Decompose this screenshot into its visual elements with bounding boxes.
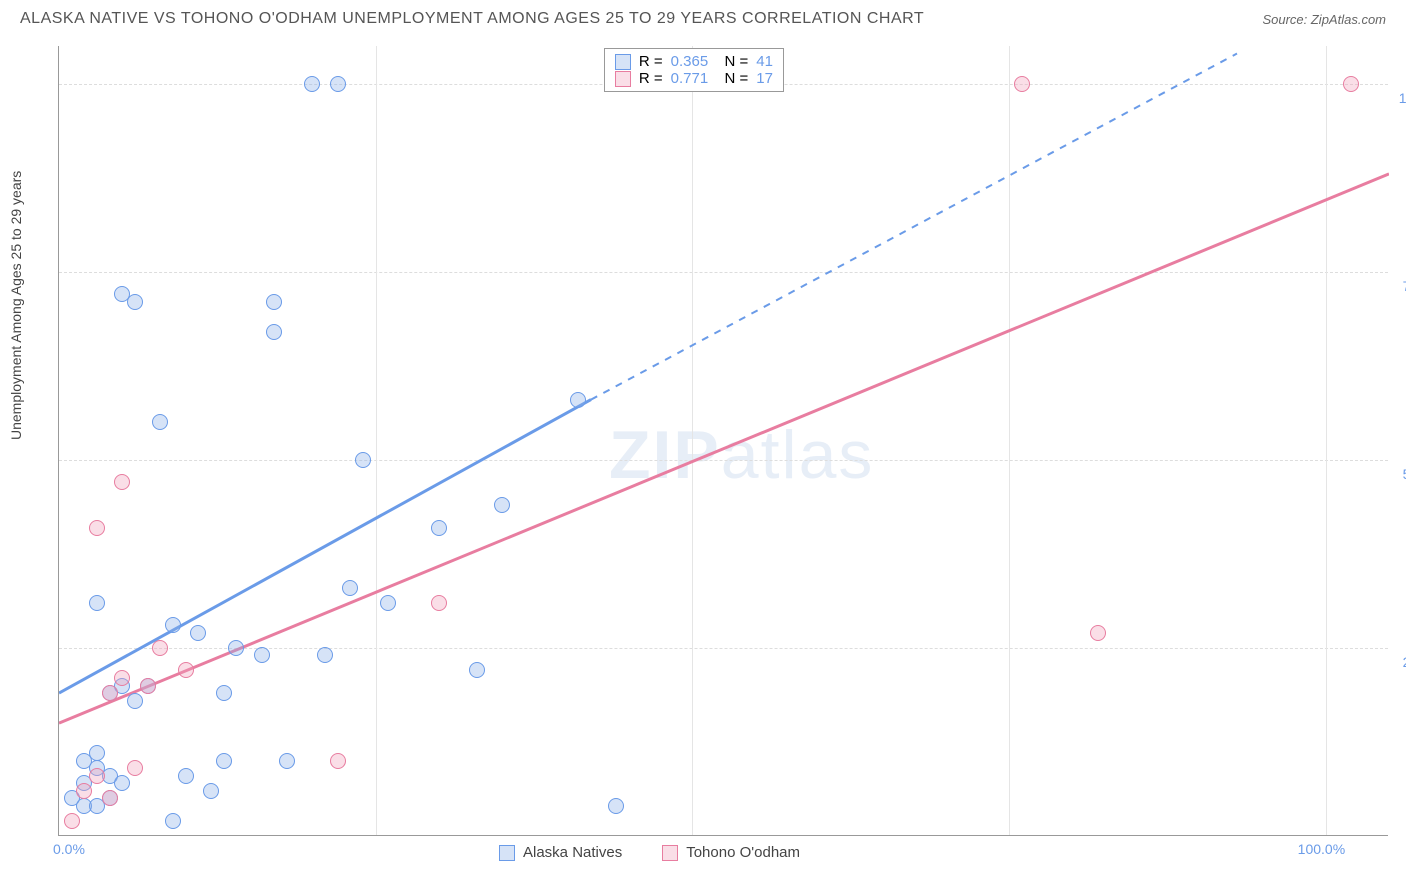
data-point <box>89 595 105 611</box>
data-point <box>494 497 510 513</box>
data-point <box>380 595 396 611</box>
grid-line-v <box>1326 46 1327 835</box>
n-value: 17 <box>756 70 773 87</box>
legend-swatch <box>615 71 631 87</box>
data-point <box>1343 76 1359 92</box>
y-axis-label: Unemployment Among Ages 25 to 29 years <box>8 171 24 440</box>
data-point <box>76 783 92 799</box>
data-point <box>203 783 219 799</box>
n-label: N = <box>716 70 748 87</box>
n-label: N = <box>716 53 748 70</box>
data-point <box>469 662 485 678</box>
chart-plot-area: ZIPatlas 25.0%50.0%75.0%100.0%0.0%100.0%… <box>58 46 1388 836</box>
grid-line-v <box>376 46 377 835</box>
data-point <box>89 768 105 784</box>
legend-item: Alaska Natives <box>499 844 622 861</box>
data-point <box>330 753 346 769</box>
regression-lines <box>59 46 1389 836</box>
data-point <box>330 76 346 92</box>
data-point <box>190 625 206 641</box>
data-point <box>266 294 282 310</box>
legend-item: Tohono O'odham <box>662 844 800 861</box>
data-point <box>165 617 181 633</box>
y-tick-label: 50.0% <box>1395 466 1406 482</box>
y-tick-label: 100.0% <box>1395 90 1406 106</box>
source-label: Source: ZipAtlas.com <box>1262 12 1386 27</box>
data-point <box>114 474 130 490</box>
legend-label: Alaska Natives <box>523 844 622 861</box>
data-point <box>127 294 143 310</box>
data-point <box>127 693 143 709</box>
data-point <box>114 775 130 791</box>
x-tick-label: 0.0% <box>53 841 85 857</box>
data-point <box>89 520 105 536</box>
r-label: R = <box>639 70 663 87</box>
legend-stat-row: R = 0.365 N = 41 <box>615 53 773 70</box>
data-point <box>279 753 295 769</box>
chart-title: ALASKA NATIVE VS TOHONO O'ODHAM UNEMPLOY… <box>20 10 924 28</box>
grid-line-h <box>59 460 1388 461</box>
data-point <box>152 640 168 656</box>
data-point <box>152 414 168 430</box>
data-point <box>317 647 333 663</box>
data-point <box>102 685 118 701</box>
data-point <box>342 580 358 596</box>
data-point <box>228 640 244 656</box>
legend-swatch <box>662 845 678 861</box>
data-point <box>1014 76 1030 92</box>
data-point <box>102 790 118 806</box>
data-point <box>431 595 447 611</box>
r-value: 0.771 <box>671 70 709 87</box>
data-point <box>178 768 194 784</box>
r-value: 0.365 <box>671 53 709 70</box>
data-point <box>431 520 447 536</box>
data-point <box>570 392 586 408</box>
data-point <box>89 745 105 761</box>
data-point <box>216 753 232 769</box>
data-point <box>140 678 156 694</box>
data-point <box>266 324 282 340</box>
data-point <box>165 813 181 829</box>
y-tick-label: 25.0% <box>1395 654 1406 670</box>
r-label: R = <box>639 53 663 70</box>
x-tick-label: 100.0% <box>1298 841 1345 857</box>
series-legend: Alaska Natives Tohono O'odham <box>499 844 800 861</box>
y-tick-label: 75.0% <box>1395 278 1406 294</box>
grid-line-v <box>692 46 693 835</box>
data-point <box>127 760 143 776</box>
data-point <box>216 685 232 701</box>
data-point <box>114 670 130 686</box>
data-point <box>608 798 624 814</box>
data-point <box>178 662 194 678</box>
legend-stat-row: R = 0.771 N = 17 <box>615 70 773 87</box>
grid-line-v <box>1009 46 1010 835</box>
grid-line-h <box>59 272 1388 273</box>
watermark: ZIPatlas <box>609 416 874 494</box>
legend-swatch <box>499 845 515 861</box>
n-value: 41 <box>756 53 773 70</box>
data-point <box>304 76 320 92</box>
legend-label: Tohono O'odham <box>686 844 800 861</box>
data-point <box>64 813 80 829</box>
correlation-legend: R = 0.365 N = 41R = 0.771 N = 17 <box>604 48 784 92</box>
data-point <box>355 452 371 468</box>
legend-swatch <box>615 54 631 70</box>
data-point <box>1090 625 1106 641</box>
data-point <box>254 647 270 663</box>
